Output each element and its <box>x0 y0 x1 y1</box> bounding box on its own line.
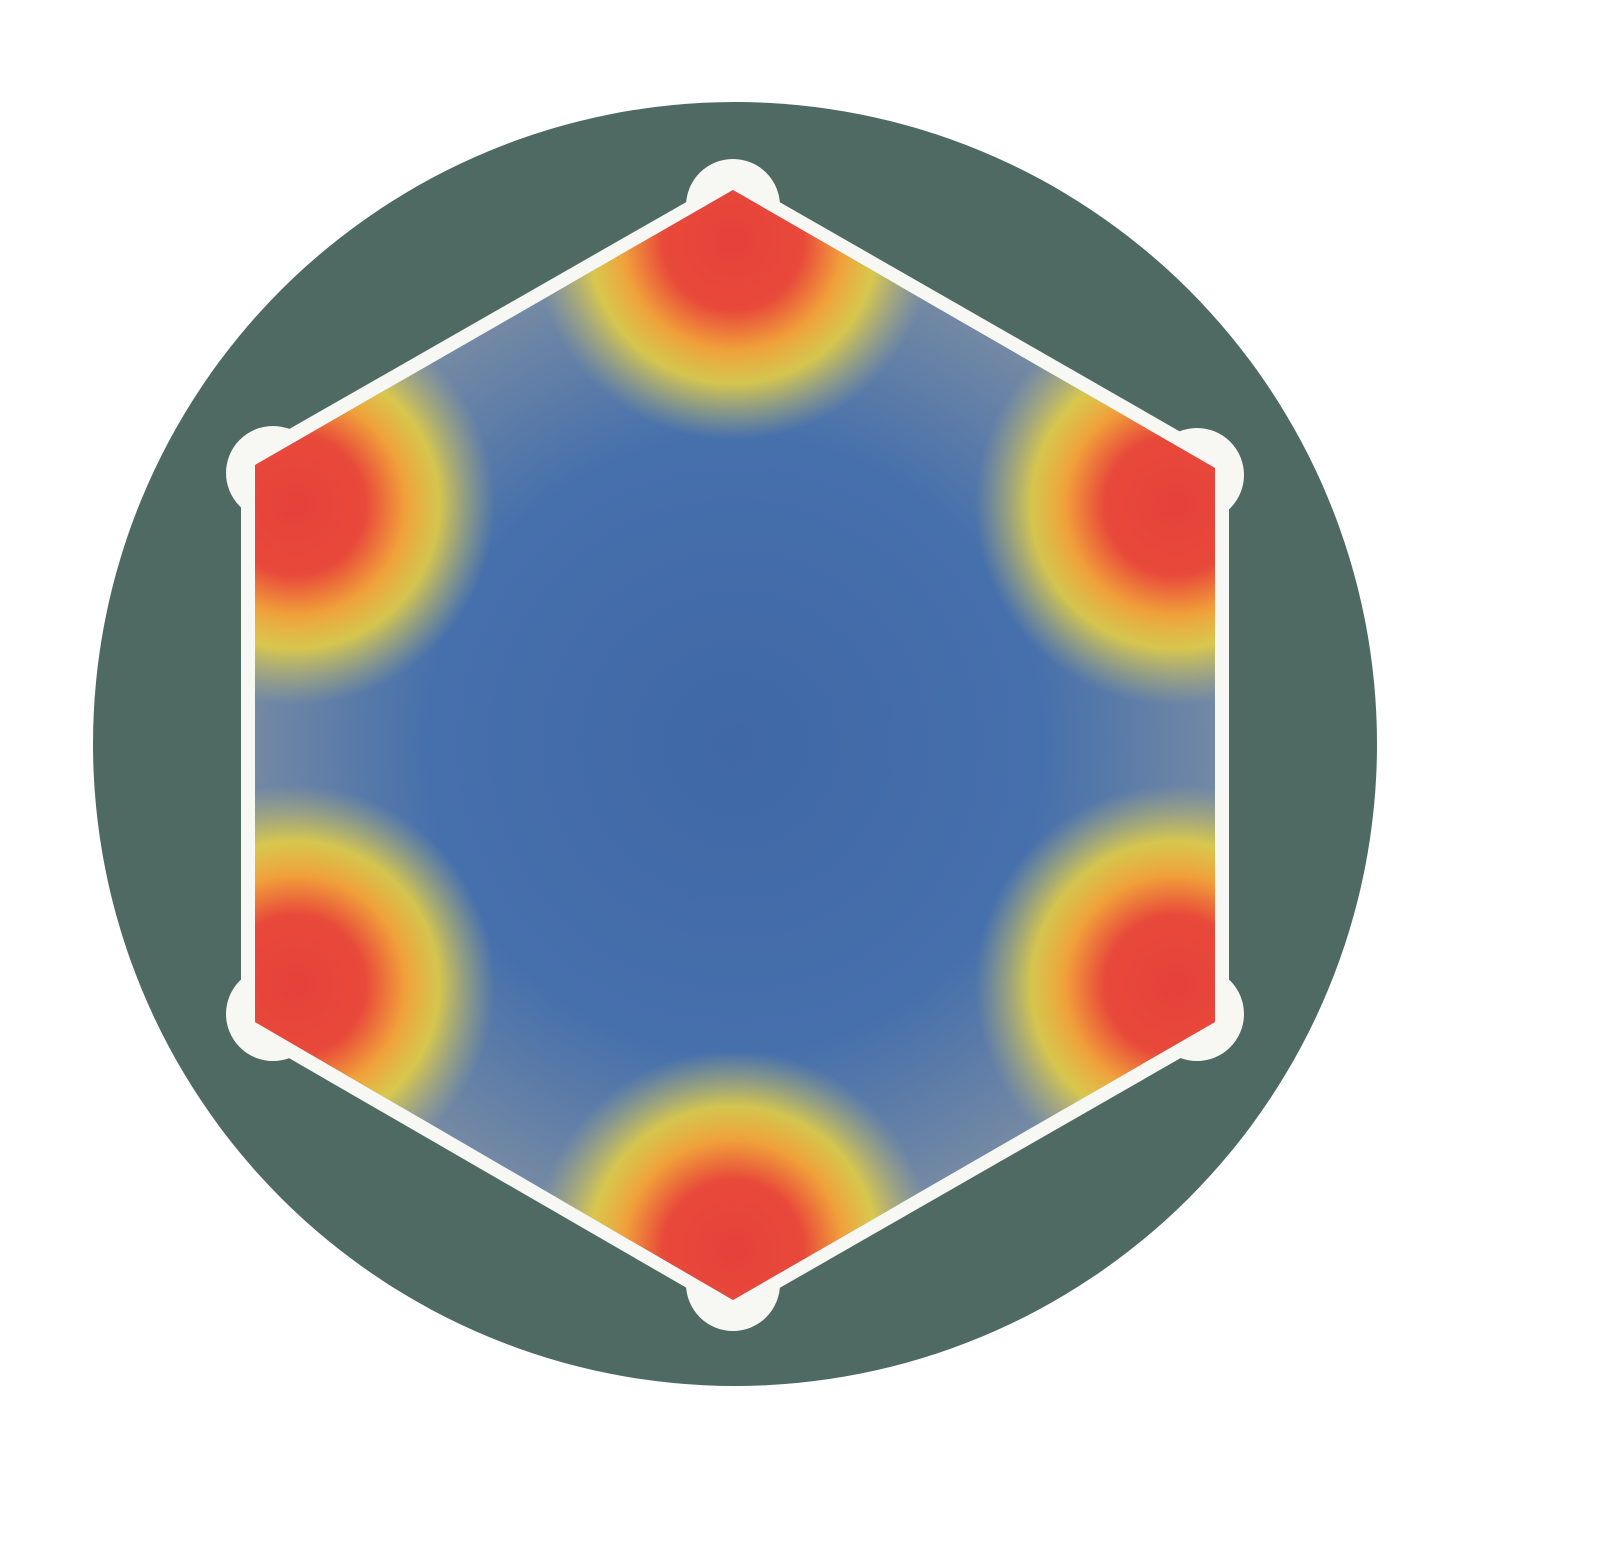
hot-spot-upper-left <box>255 305 495 705</box>
stress-field <box>255 190 1215 1300</box>
hot-spot-top <box>533 190 933 440</box>
hot-spot-bottom <box>533 1050 933 1300</box>
hot-spot-upper-right <box>975 305 1215 705</box>
hot-spot-lower-left <box>255 785 495 1185</box>
hot-spot-lower-right <box>975 785 1215 1185</box>
